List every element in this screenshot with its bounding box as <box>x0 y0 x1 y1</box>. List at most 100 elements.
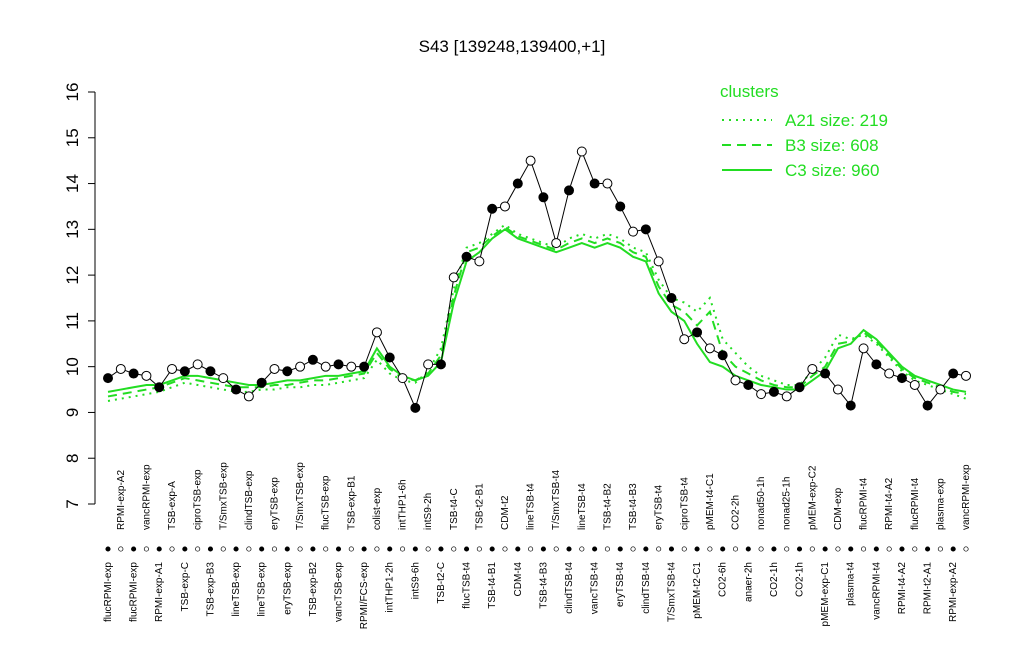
x-tick-label: vancTSB-exp <box>334 562 345 622</box>
sample-point <box>231 384 242 395</box>
x-tick-label: TSB-exp-B3 <box>205 562 216 617</box>
rug-dot <box>681 546 687 552</box>
sample-point <box>448 272 459 283</box>
sample-point <box>576 146 587 157</box>
rug-dot <box>348 546 354 552</box>
sample-point <box>371 327 382 338</box>
x-tick-label: eryTSB-exp <box>282 562 293 615</box>
x-tick-label: vancRPMI-t4 <box>871 562 882 620</box>
rug-dot <box>835 546 841 552</box>
y-tick-label: 9 <box>63 408 82 417</box>
sample-point <box>935 384 946 395</box>
sample-point <box>948 368 959 379</box>
x-tick-label: flucRPMI-t4 <box>910 477 921 530</box>
x-tick-label: flucRPMI-t4 <box>859 477 870 530</box>
rug-dot <box>745 546 751 552</box>
x-tick-label: colist-exp <box>372 487 383 530</box>
x-tick-label: T/SmxTSB-t4 <box>551 470 562 530</box>
y-tick-label: 8 <box>63 453 82 462</box>
sample-point <box>461 251 472 262</box>
rug-dot <box>502 546 508 552</box>
x-tick-label: RPMI-t4-A2 <box>884 477 895 530</box>
rug-dot <box>425 546 431 552</box>
x-tick-label: CDM-exp <box>833 487 844 530</box>
sample-point <box>820 368 831 379</box>
x-tick-label: nonad50-1h <box>756 477 767 530</box>
x-tick-label: CDM-t4 <box>513 562 524 597</box>
sample-point <box>115 363 126 374</box>
rug-dot <box>732 546 739 552</box>
x-tick-label: T/SmxTSB-t4 <box>666 562 677 622</box>
rug-dot <box>796 546 803 552</box>
chart-title: S43 [139248,139400,+1] <box>419 37 606 56</box>
sample-point <box>525 155 536 166</box>
sample-point <box>884 368 895 379</box>
sample-point <box>768 386 779 397</box>
sample-point <box>730 375 741 386</box>
rug-dot <box>758 546 764 552</box>
x-tick-label: flucTSB-t4 <box>462 562 473 609</box>
sample-point <box>499 201 510 212</box>
rug-dot <box>207 546 213 552</box>
rug-dot <box>387 546 393 552</box>
x-tick-label: lineTSB-exp <box>257 562 268 617</box>
sample-point <box>282 366 293 377</box>
sample-point <box>717 350 728 361</box>
cluster-line <box>107 228 967 393</box>
rug-dot <box>131 546 137 552</box>
rug-dot <box>335 546 342 552</box>
y-tick-label: 16 <box>63 83 82 102</box>
x-tick-label: flucRPMI-exp <box>129 562 140 622</box>
x-tick-label: CO2-1h <box>795 562 806 597</box>
rug-dot <box>271 546 278 552</box>
x-tick-label: plasma-exp <box>935 478 946 530</box>
rug-dot <box>246 546 252 552</box>
x-tick-label: ciproTSB-t4 <box>679 477 690 530</box>
sample-point <box>922 400 933 411</box>
x-tick-label: CDM-t2 <box>500 495 511 530</box>
x-tick-label: vancRPMI-exp <box>961 464 972 530</box>
sample-line <box>107 150 967 410</box>
rug-dot <box>720 546 726 552</box>
rug-dot <box>259 546 265 552</box>
x-tick-label: plasma-t4 <box>846 562 857 606</box>
x-tick-label: eryTSB-t4 <box>615 562 626 607</box>
x-tick-label: TSB-exp-C <box>180 562 191 611</box>
x-tick-label: nonad25-1h <box>782 477 793 530</box>
x-tick-label: RPMI-exp-A1 <box>154 562 165 622</box>
sample-point <box>781 391 792 402</box>
rug-dot <box>323 546 329 552</box>
x-tick-label: pMEM-exp-C2 <box>807 465 818 530</box>
x-tick-label: lineTSB-exp <box>231 562 242 617</box>
sample-point <box>666 293 677 303</box>
rug-dot <box>195 546 201 552</box>
x-tick-label: intS9-6h <box>410 562 421 599</box>
sample-point <box>858 343 869 354</box>
x-tick-label: eryTSB-exp <box>269 477 280 530</box>
rug-dot <box>707 546 713 552</box>
sample-point <box>256 377 267 388</box>
x-tick-label: RPMI/FCS-exp <box>359 562 370 630</box>
rug-dot <box>604 546 610 552</box>
rug-dot <box>284 546 290 552</box>
rug-dot <box>963 546 969 552</box>
x-tick-label: RPMI-t4-A2 <box>897 562 908 615</box>
rug-dot <box>848 546 854 552</box>
sample-point <box>564 185 575 196</box>
sample-point <box>640 224 651 235</box>
rug-dot <box>540 546 546 552</box>
sample-point <box>423 359 434 370</box>
rug-dot <box>630 546 636 552</box>
x-tick-label: CO2-6h <box>718 562 729 597</box>
sample-point <box>743 379 754 390</box>
rug-dot <box>886 546 892 552</box>
sample-point <box>410 402 421 413</box>
sample-point <box>551 238 562 249</box>
sample-point <box>653 256 664 267</box>
rug-dot <box>233 546 239 552</box>
sample-point <box>692 327 703 338</box>
rug-dot <box>950 546 956 552</box>
sample-point <box>205 366 216 377</box>
rug-dot <box>912 546 918 552</box>
